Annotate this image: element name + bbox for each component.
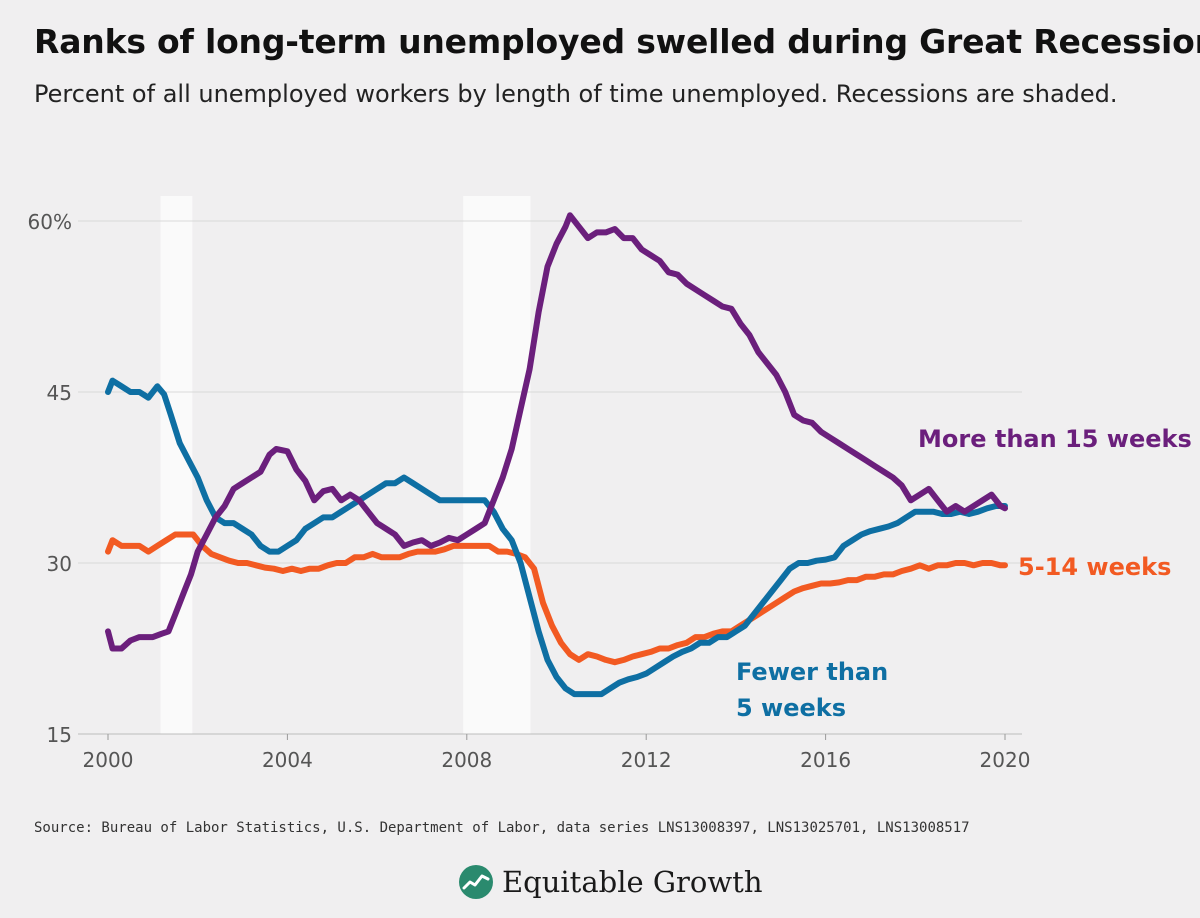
recession-bands: [160, 196, 531, 734]
series-lines: [105, 212, 1008, 698]
series-label: 5 weeks: [736, 694, 846, 722]
series-labels: More than 15 weeks 5-14 weeks Fewer than 5 …: [736, 425, 1192, 722]
gridlines: [78, 220, 1022, 735]
axes: 15 30 45 60% 2000 2004 2008 2012 2016 2020: [28, 210, 1031, 772]
series-line-1: [105, 212, 1008, 652]
chart-title: Ranks of long-term unemployed swelled du…: [34, 22, 1200, 61]
source-note: Source: Bureau of Labor Statistics, U.S.…: [34, 820, 970, 836]
series-label: 5-14 weeks: [1018, 553, 1171, 581]
chart-subtitle: Percent of all unemployed workers by len…: [34, 80, 1118, 108]
x-tick-label: 2020: [980, 748, 1031, 772]
y-tick-label: 60%: [28, 210, 72, 234]
y-tick-label: 45: [47, 381, 72, 405]
x-tick-label: 2000: [83, 748, 134, 772]
y-tick-label: 30: [47, 552, 72, 576]
recession-band-1: [160, 196, 193, 734]
x-tick-label: 2008: [441, 748, 492, 772]
series-line-3: [105, 377, 1008, 698]
recession-band-2: [463, 196, 531, 734]
series-label: More than 15 weeks: [918, 425, 1192, 453]
rising-line-circle-icon: [459, 865, 493, 899]
series-label: Fewer than: [736, 658, 888, 686]
x-tick-label: 2004: [262, 748, 313, 772]
series-line-2: [105, 531, 1008, 666]
x-tick-label: 2012: [621, 748, 672, 772]
y-tick-label: 15: [47, 723, 72, 747]
brand-logo: Equitable Growth: [458, 864, 763, 900]
brand-name: Equitable Growth: [502, 865, 763, 899]
x-tick-label: 2016: [800, 748, 851, 772]
